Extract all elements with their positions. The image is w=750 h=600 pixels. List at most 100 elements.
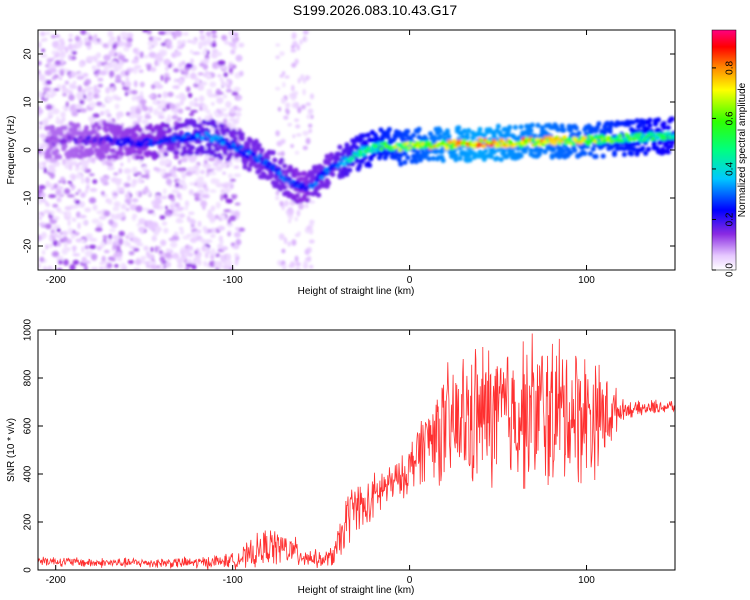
noise-cell bbox=[290, 48, 297, 53]
ridge-cell bbox=[101, 139, 107, 144]
noise-cell bbox=[78, 126, 82, 132]
noise-cell bbox=[203, 246, 209, 252]
ridge-halo-cell bbox=[405, 155, 411, 161]
noise-cell bbox=[153, 98, 158, 105]
noise-cell bbox=[236, 96, 242, 101]
noise-cell bbox=[45, 104, 53, 111]
noise-cell bbox=[75, 92, 84, 100]
noise-cell bbox=[125, 41, 132, 48]
ridge-halo-cell bbox=[653, 120, 658, 126]
noise-cell bbox=[296, 133, 302, 137]
noise-cell bbox=[58, 77, 63, 80]
noise-cell bbox=[38, 234, 42, 242]
noise-cell bbox=[229, 36, 237, 39]
noise-cell bbox=[229, 107, 236, 114]
noise-cell bbox=[230, 49, 236, 55]
noise-cell bbox=[44, 117, 51, 121]
noise-cell bbox=[179, 213, 186, 218]
noise-cell bbox=[228, 63, 233, 70]
ridge-halo-cell bbox=[477, 126, 483, 132]
ridge-cell bbox=[585, 141, 591, 146]
noise-cell bbox=[202, 193, 210, 199]
noise-cell bbox=[93, 93, 99, 99]
ridge-halo-cell bbox=[156, 131, 162, 137]
noise-cell bbox=[177, 263, 184, 269]
ridge-halo-cell bbox=[607, 129, 613, 135]
noise-cell bbox=[101, 159, 106, 166]
noise-cell bbox=[118, 230, 125, 237]
noise-cell bbox=[199, 30, 204, 35]
noise-cell bbox=[124, 182, 131, 188]
ridge-halo-cell bbox=[101, 154, 106, 160]
noise-cell bbox=[166, 178, 172, 186]
noise-cell bbox=[215, 166, 223, 172]
noise-cell bbox=[309, 219, 315, 225]
ridge-halo-cell bbox=[256, 142, 262, 148]
ridge-halo-cell bbox=[132, 149, 138, 155]
noise-cell bbox=[297, 106, 302, 114]
ridge-cell bbox=[672, 133, 675, 138]
ridge-halo-cell bbox=[444, 128, 450, 134]
ridge-halo-cell bbox=[326, 180, 331, 186]
noise-cell bbox=[225, 198, 233, 204]
ridge-cell bbox=[518, 144, 524, 148]
noise-cell bbox=[42, 250, 46, 255]
ridge-halo-cell bbox=[193, 123, 198, 128]
noise-cell bbox=[309, 264, 314, 269]
ridge-halo-cell bbox=[587, 151, 593, 157]
noise-cell bbox=[49, 63, 55, 68]
ridge-cell bbox=[262, 161, 268, 166]
noise-cell bbox=[200, 200, 208, 208]
noise-cell bbox=[294, 150, 300, 155]
noise-cell bbox=[275, 130, 280, 137]
noise-cell bbox=[210, 233, 216, 239]
ridge-halo-cell bbox=[398, 161, 404, 167]
noise-cell bbox=[79, 61, 85, 68]
noise-cell bbox=[64, 46, 69, 54]
noise-cell bbox=[75, 203, 80, 209]
noise-cell bbox=[80, 159, 86, 166]
ridge-halo-cell bbox=[630, 119, 636, 125]
noise-cell bbox=[91, 157, 96, 164]
noise-cell bbox=[59, 69, 65, 77]
noise-cell bbox=[80, 192, 86, 198]
ridge-halo-cell bbox=[646, 146, 651, 152]
ridge-cell bbox=[298, 186, 304, 191]
ridge-halo-cell bbox=[344, 146, 350, 152]
noise-cell bbox=[40, 31, 46, 37]
ridge-cell bbox=[144, 137, 150, 142]
ridge-cell bbox=[361, 152, 367, 157]
noise-cell bbox=[103, 210, 111, 217]
ridge-halo-cell bbox=[225, 127, 231, 133]
noise-cell bbox=[208, 93, 214, 98]
ridge-halo-cell bbox=[360, 158, 365, 164]
ridge-halo-cell bbox=[232, 130, 238, 136]
noise-cell bbox=[189, 100, 195, 107]
noise-cell bbox=[146, 64, 152, 72]
noise-cell bbox=[307, 255, 312, 263]
noise-cell bbox=[45, 180, 50, 188]
ridge-halo-cell bbox=[665, 125, 671, 131]
ridge-halo-cell bbox=[511, 151, 517, 157]
ridge-halo-cell bbox=[609, 121, 615, 127]
noise-cell bbox=[215, 91, 224, 95]
ridge-halo-cell bbox=[668, 144, 674, 150]
noise-cell bbox=[206, 168, 214, 173]
spectrogram-frame bbox=[37, 29, 676, 271]
colorbar-gradient bbox=[712, 30, 736, 270]
noise-cell bbox=[177, 78, 184, 86]
noise-cell bbox=[54, 34, 61, 38]
noise-cell bbox=[56, 196, 62, 203]
noise-cell bbox=[62, 179, 66, 185]
ridge-halo-cell bbox=[62, 125, 68, 131]
ridge-halo-cell bbox=[350, 161, 356, 167]
noise-cell bbox=[130, 111, 135, 116]
ridge-halo-cell bbox=[337, 144, 343, 150]
ridge-halo-cell bbox=[118, 125, 123, 131]
noise-cell bbox=[67, 227, 73, 233]
noise-cell bbox=[48, 194, 57, 199]
ridge-halo-cell bbox=[334, 156, 340, 162]
ridge-cell bbox=[126, 136, 131, 141]
ridge-halo-cell bbox=[481, 133, 487, 139]
noise-cell bbox=[102, 235, 108, 239]
